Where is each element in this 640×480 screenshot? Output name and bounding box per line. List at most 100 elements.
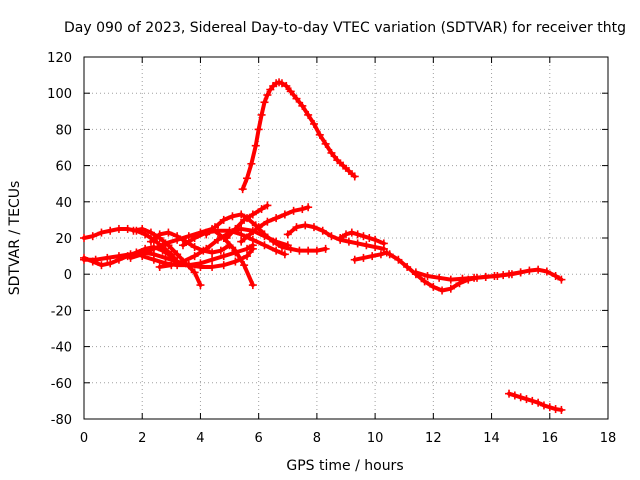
series-arc-late-flat [411, 268, 525, 284]
data-point [97, 228, 106, 237]
data-point [557, 405, 566, 414]
data-point [106, 226, 115, 235]
data-point [458, 274, 467, 283]
data-point [280, 250, 289, 259]
data-point [190, 243, 199, 252]
data-point [202, 244, 211, 253]
data-point [344, 237, 353, 246]
data-point [545, 403, 554, 412]
data-point [411, 268, 420, 277]
data-point [213, 226, 222, 235]
data-point [359, 232, 368, 241]
data-point [350, 255, 359, 264]
data-point [260, 98, 269, 107]
data-point [173, 250, 182, 259]
data-point [257, 110, 266, 119]
data-point [350, 172, 359, 181]
data-point [114, 224, 123, 233]
data-point [231, 246, 240, 255]
data-point [202, 228, 211, 237]
data-point [318, 226, 327, 235]
series-line [180, 228, 287, 257]
series-arc-negative [505, 389, 566, 414]
data-point [251, 221, 260, 230]
data-point [344, 167, 353, 176]
data-point [304, 246, 313, 255]
data-point [301, 221, 310, 230]
data-point [505, 389, 514, 398]
data-point [238, 185, 247, 194]
data-point [103, 253, 112, 262]
data-point [149, 255, 158, 264]
data-point [539, 401, 548, 410]
data-point [359, 253, 368, 262]
data-point [292, 223, 301, 232]
data-point [353, 239, 362, 248]
x-tick-label: 18 [600, 431, 617, 446]
data-point [551, 405, 560, 414]
data-point [353, 230, 362, 239]
y-tick-label: 20 [55, 232, 72, 247]
data-point [114, 255, 123, 264]
data-point [551, 272, 560, 281]
series-arc-mid-c [350, 248, 391, 264]
data-point [231, 257, 240, 266]
data-point [295, 246, 304, 255]
data-point [339, 161, 348, 170]
data-point [429, 282, 438, 291]
data-point [516, 268, 525, 277]
data-point [129, 226, 138, 235]
x-tick-label: 4 [196, 431, 204, 446]
data-point [254, 125, 263, 134]
data-point [481, 272, 490, 281]
data-point [155, 230, 164, 239]
x-tick-label: 10 [367, 431, 384, 446]
data-point [362, 241, 371, 250]
data-point [80, 253, 88, 262]
series-line [507, 391, 564, 412]
data-point [403, 262, 412, 271]
data-point [167, 261, 176, 270]
data-point [158, 246, 167, 255]
axis-ticks: 0 2 4 6 8 10 12 14 16 18 -80 -60 -40 -20 0 20 40 60 80 100 1… [47, 51, 616, 446]
x-tick-label: 6 [255, 431, 263, 446]
data-point [260, 232, 269, 241]
data-point [146, 237, 155, 246]
data-point [522, 395, 531, 404]
series-line [413, 270, 523, 282]
y-tick-label: 120 [47, 51, 72, 66]
data-point [237, 237, 246, 246]
data-point [272, 246, 281, 255]
data-point [257, 205, 266, 214]
series-arc-late-dip [385, 250, 566, 295]
y-tick-label: 80 [55, 123, 72, 138]
data-point [304, 110, 313, 119]
data-point [493, 272, 502, 281]
data-point [272, 237, 281, 246]
data-point [190, 252, 199, 261]
data-point [243, 252, 252, 261]
data-point [283, 241, 292, 250]
y-tick-label: 60 [55, 160, 72, 175]
data-point [248, 210, 257, 219]
data-point [243, 244, 252, 253]
data-point [228, 212, 237, 221]
data-point [251, 141, 260, 150]
data-point [309, 223, 318, 232]
data-point [321, 244, 330, 253]
data-point [237, 210, 246, 219]
data-point [123, 224, 132, 233]
data-point [333, 156, 342, 165]
series-arc-peak [238, 78, 359, 194]
data-point [167, 252, 176, 261]
data-point [315, 130, 324, 139]
data-point [225, 226, 234, 235]
data-point [280, 210, 289, 219]
data-point [196, 281, 205, 290]
y-tick-label: -40 [51, 341, 72, 356]
data-point [382, 248, 391, 257]
data-point [248, 226, 257, 235]
data-point [208, 255, 217, 264]
data-point [213, 235, 222, 244]
